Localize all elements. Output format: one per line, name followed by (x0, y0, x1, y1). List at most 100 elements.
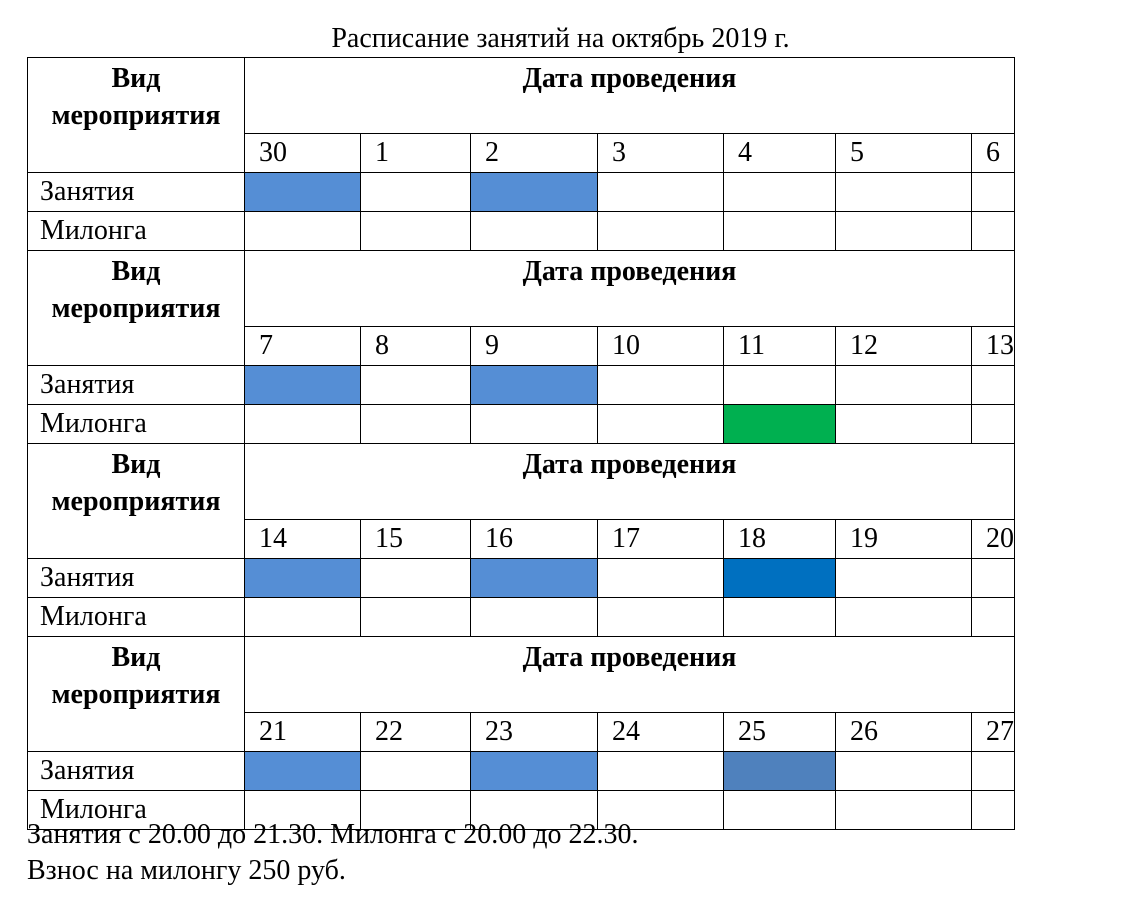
milonga-empty-cell (244, 597, 361, 637)
dates-row: 21 22 23 24 25 26 27 (28, 712, 1015, 752)
milonga-row: Милонга (27, 404, 1015, 444)
classes-row: Занятия (27, 365, 1015, 405)
date-cell: 30 (244, 133, 361, 173)
date-cell: 21 (244, 712, 361, 752)
milonga-empty-cell (835, 404, 972, 444)
date-cell: 11 (723, 326, 836, 366)
date-cell: 9 (470, 326, 598, 366)
event-type-header: Вид мероприятия (27, 636, 245, 752)
classes-empty-cell (723, 365, 836, 405)
classes-empty-cell (360, 751, 471, 791)
date-header: Дата проведения (244, 443, 1015, 520)
classes-row: Занятия (27, 558, 1015, 598)
classes-marked-cell (470, 751, 598, 791)
date-cell: 5 (835, 133, 972, 173)
classes-row-label: Занятия (27, 365, 245, 405)
date-cell: 13 (971, 326, 1015, 366)
date-cell: 12 (835, 326, 972, 366)
event-type-header: Вид мероприятия (27, 57, 245, 173)
milonga-empty-cell (597, 790, 724, 830)
date-header: Дата проведения (244, 636, 1015, 713)
date-cell: 4 (723, 133, 836, 173)
milonga-empty-cell (360, 211, 471, 251)
classes-marked-cell (470, 365, 598, 405)
classes-empty-cell (360, 365, 471, 405)
milonga-row: Милонга (27, 597, 1015, 637)
classes-marked-cell (470, 172, 598, 212)
milonga-empty-cell (470, 597, 598, 637)
date-cell: 27 (971, 712, 1015, 752)
milonga-empty-cell (835, 211, 972, 251)
milonga-empty-cell (835, 597, 972, 637)
week-header-row: Вид мероприятия Дата проведения (27, 636, 1015, 752)
classes-marked-cell (723, 558, 836, 598)
milonga-empty-cell (597, 404, 724, 444)
classes-empty-cell (971, 558, 1015, 598)
milonga-row-label: Милонга (27, 597, 245, 637)
date-cell: 8 (360, 326, 471, 366)
date-cell: 22 (360, 712, 471, 752)
milonga-empty-cell (470, 404, 598, 444)
milonga-empty-cell (244, 790, 361, 830)
date-cell: 6 (971, 133, 1015, 173)
milonga-row: Милонга (27, 211, 1015, 251)
week-header-row: Вид мероприятия Дата проведения (27, 57, 1015, 173)
milonga-row-label: Милонга (27, 211, 245, 251)
milonga-row-label: Милонга (27, 790, 245, 830)
classes-marked-cell (244, 172, 361, 212)
classes-marked-cell (470, 558, 598, 598)
milonga-empty-cell (360, 790, 471, 830)
milonga-empty-cell (470, 211, 598, 251)
classes-row-label: Занятия (27, 172, 245, 212)
classes-empty-cell (971, 365, 1015, 405)
dates-row: 14 15 16 17 18 19 20 (28, 519, 1015, 559)
week-header-row: Вид мероприятия Дата проведения (27, 250, 1015, 366)
classes-empty-cell (835, 172, 972, 212)
date-cell: 2 (470, 133, 598, 173)
classes-empty-cell (360, 172, 471, 212)
fee-note: Взнос на милонгу 250 руб. (27, 855, 346, 886)
milonga-empty-cell (470, 790, 598, 830)
schedule-table: Вид мероприятия Дата проведения 30 1 2 3 4 5 6 За… (27, 57, 1015, 830)
date-cell: 23 (470, 712, 598, 752)
date-cell: 24 (597, 712, 724, 752)
classes-empty-cell (597, 558, 724, 598)
date-cell: 20 (971, 519, 1015, 559)
classes-marked-cell (244, 558, 361, 598)
classes-empty-cell (971, 751, 1015, 791)
event-type-header: Вид мероприятия (27, 443, 245, 559)
date-cell: 3 (597, 133, 724, 173)
date-cell: 7 (244, 326, 361, 366)
dates-row: 30 1 2 3 4 5 6 (28, 133, 1015, 173)
date-cell: 26 (835, 712, 972, 752)
classes-row: Занятия (27, 751, 1015, 791)
classes-marked-cell (244, 751, 361, 791)
milonga-empty-cell (244, 211, 361, 251)
milonga-empty-cell (360, 597, 471, 637)
milonga-empty-cell (360, 404, 471, 444)
date-cell: 10 (597, 326, 724, 366)
classes-empty-cell (971, 172, 1015, 212)
milonga-empty-cell (597, 211, 724, 251)
date-cell: 1 (360, 133, 471, 173)
classes-empty-cell (597, 172, 724, 212)
classes-empty-cell (835, 365, 972, 405)
milonga-empty-cell (971, 597, 1015, 637)
milonga-empty-cell (971, 790, 1015, 830)
milonga-empty-cell (244, 404, 361, 444)
classes-row-label: Занятия (27, 558, 245, 598)
schedule-notes: Занятия с 20.00 до 21.30. Милонга с 20.0… (27, 817, 639, 889)
date-header: Дата проведения (244, 57, 1015, 134)
date-cell: 14 (244, 519, 361, 559)
dates-row: 7 8 9 10 11 12 13 (28, 326, 1015, 366)
schedule-title: Расписание занятий на октябрь 2019 г. (331, 23, 790, 54)
classes-row: Занятия (27, 172, 1015, 212)
milonga-empty-cell (597, 597, 724, 637)
classes-empty-cell (360, 558, 471, 598)
classes-marked-cell (244, 365, 361, 405)
date-cell: 17 (597, 519, 724, 559)
date-cell: 19 (835, 519, 972, 559)
week-header-row: Вид мероприятия Дата проведения (27, 443, 1015, 559)
milonga-empty-cell (723, 790, 836, 830)
milonga-row: Милонга (27, 790, 1015, 830)
